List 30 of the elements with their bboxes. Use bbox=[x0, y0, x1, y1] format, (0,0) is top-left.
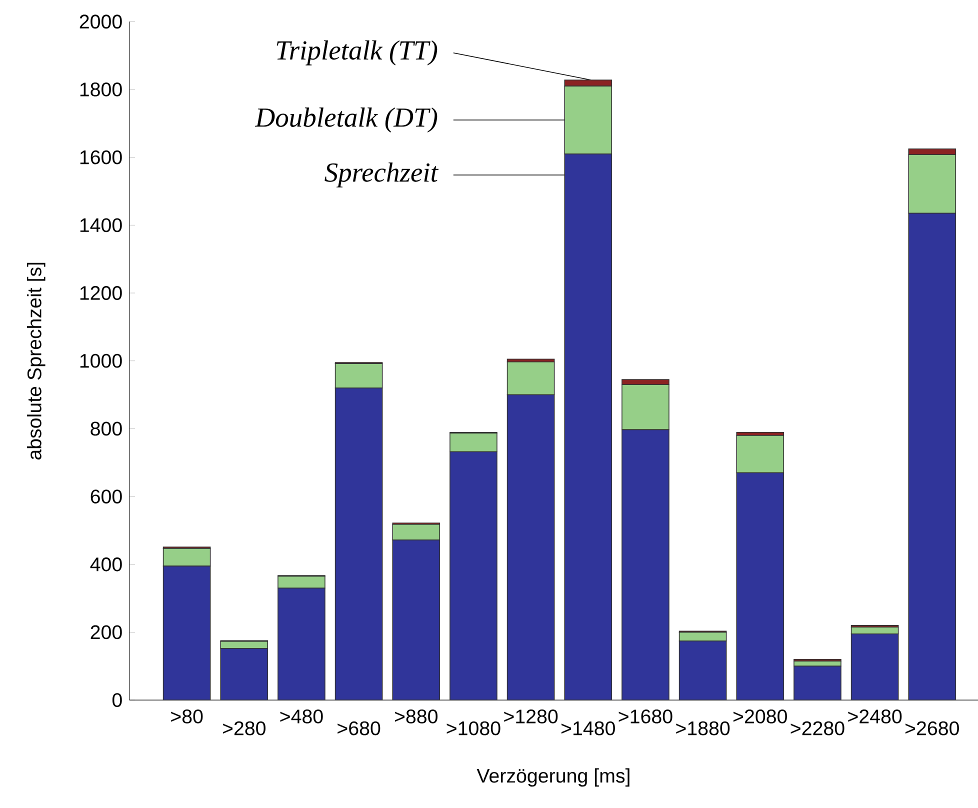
x-tick-label: >1080 bbox=[446, 721, 500, 736]
text: Sprechzeit bbox=[324, 162, 439, 188]
x-tick-label: >480 bbox=[280, 709, 323, 724]
x-tick-label: >2480 bbox=[848, 709, 902, 724]
x-tick-label: >1680 bbox=[618, 709, 672, 724]
y-tick-label: 600 bbox=[90, 489, 122, 504]
x-tick-label: >80 bbox=[171, 709, 203, 724]
x-tick-label: >2080 bbox=[733, 709, 787, 724]
x-tick-label: >680 bbox=[338, 721, 380, 736]
x-axis-title: Verzögerung [ms] bbox=[476, 768, 630, 787]
text: Doubletalk (DT) bbox=[254, 107, 438, 132]
x-tick-label: >2280 bbox=[790, 721, 844, 736]
x-tick-label: >1880 bbox=[676, 721, 730, 736]
y-tick-label: 1400 bbox=[80, 218, 122, 232]
x-tick-label: >880 bbox=[394, 709, 438, 724]
y-tick-label: 1600 bbox=[80, 150, 122, 164]
y-tick-label: 1000 bbox=[80, 354, 122, 368]
y-tick-label: 800 bbox=[90, 422, 122, 436]
x-tick-label: >1480 bbox=[561, 721, 615, 736]
y-tick-label: 1800 bbox=[80, 82, 122, 96]
y-axis-title: absolute Sprechzeit [s] bbox=[26, 262, 46, 460]
y-tick-label: 1200 bbox=[80, 286, 122, 300]
y-tick-label: 0 bbox=[112, 692, 122, 707]
text: Tripletalk (TT) bbox=[276, 40, 438, 66]
y-tick-label: 200 bbox=[90, 625, 122, 640]
x-tick-label: >1280 bbox=[504, 709, 558, 724]
x-tick-label: >2680 bbox=[905, 721, 959, 736]
y-tick-label: 400 bbox=[90, 557, 122, 572]
x-tick-label: >280 bbox=[222, 721, 266, 736]
y-tick-label: 2000 bbox=[80, 14, 122, 28]
